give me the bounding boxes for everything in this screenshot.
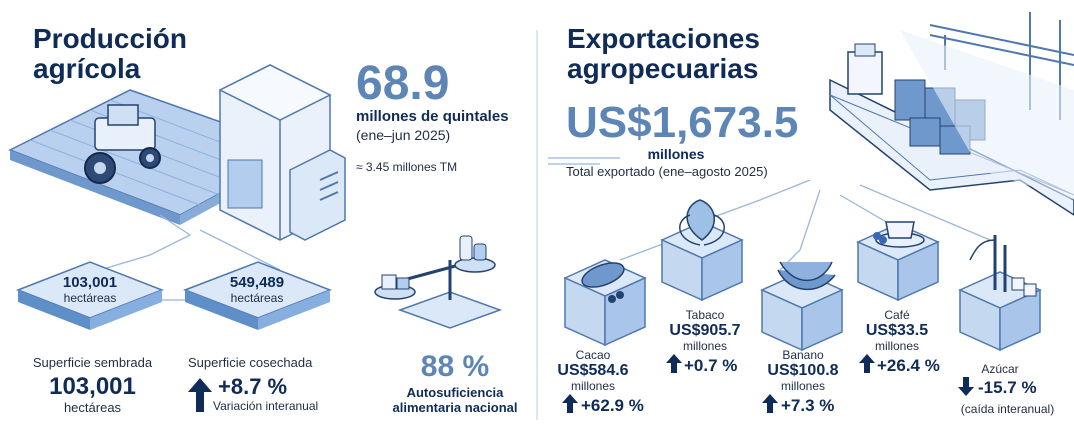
export-unit: millones xyxy=(647,146,705,162)
harvest-label: Superficie cosechada xyxy=(188,355,313,370)
product-change-azucar: -15.7 % xyxy=(978,378,1037,397)
flow-lines-left xyxy=(99,214,281,301)
product-banano: Banano US$100.8 millones xyxy=(758,348,848,393)
sown-value: 103,001 xyxy=(49,373,136,400)
harvest-change-label: Variación interanual xyxy=(213,399,319,413)
product-unit: millones xyxy=(874,339,919,353)
cube-azucar xyxy=(958,235,1042,352)
product-unit: millones xyxy=(682,339,727,353)
left-title: Producción agrícola xyxy=(33,24,187,84)
cube-banano xyxy=(760,261,844,352)
product-change-tabaco: +0.7 % xyxy=(684,356,738,375)
production-period: (ene–jun 2025) xyxy=(356,127,451,143)
cube-tabaco xyxy=(660,199,744,302)
up-arrow-icon xyxy=(859,354,875,373)
right-title-line1: Exportaciones xyxy=(567,23,760,54)
tile1-unit: hectáreas xyxy=(63,291,117,305)
arrow-icons xyxy=(188,354,974,413)
flow-lines-right xyxy=(548,157,991,271)
product-unit: millones xyxy=(780,379,825,393)
tile2-value: 549,489 xyxy=(229,274,285,291)
tractor-icon xyxy=(84,104,161,184)
production-value: 68.9 xyxy=(356,57,450,110)
product-unit: millones xyxy=(570,379,615,393)
up-arrow-icon xyxy=(188,378,212,412)
export-period: Total exportado (ene–agosto 2025) xyxy=(566,164,768,179)
right-title-line2: agropecuarias xyxy=(567,53,759,84)
product-name: Café xyxy=(884,308,910,322)
tile2-unit: hectáreas xyxy=(230,291,284,305)
up-arrow-icon xyxy=(666,354,682,373)
selfsuff-label: Autosuficiencia alimentaria nacional xyxy=(370,385,540,415)
tile-sown-area xyxy=(15,261,165,330)
up-arrow-icon xyxy=(762,394,778,413)
product-value: US$33.5 xyxy=(865,322,929,339)
production-equiv: ≈ 3.45 millones TM xyxy=(356,160,458,174)
export-value: US$1,673.5 xyxy=(566,98,799,147)
product-value: US$100.8 xyxy=(767,362,839,379)
production-unit: millones de quintales xyxy=(356,108,509,125)
product-change-banano: +7.3 % xyxy=(781,396,835,415)
sown-label: Superficie sembrada xyxy=(32,355,153,370)
tile1-label: 103,001 hectáreas xyxy=(40,274,140,305)
product-cafe: Café US$33.5 millones xyxy=(852,308,942,353)
left-title-line2: agrícola xyxy=(33,53,141,84)
tile-harvested-area xyxy=(182,261,333,330)
product-change-cacao: +62.9 % xyxy=(581,396,644,415)
product-change-cafe: +26.4 % xyxy=(877,356,940,375)
selfsuff-label1: Autosuficiencia xyxy=(406,385,504,400)
product-tabaco: Tabaco US$905.7 millones xyxy=(660,308,750,353)
harvest-change: +8.7 % xyxy=(218,374,288,399)
product-value: US$584.6 xyxy=(557,362,629,379)
tile1-value: 103,001 xyxy=(62,274,118,291)
selfsuff-label2: alimentaria nacional xyxy=(392,400,518,415)
product-value: US$905.7 xyxy=(669,322,741,339)
product-azucar-note: (caída interanual) xyxy=(960,402,1055,416)
balance-scale-icon xyxy=(374,235,503,329)
product-name: Banano xyxy=(782,348,824,362)
sown-unit: hectáreas xyxy=(63,400,122,415)
left-title-line1: Producción xyxy=(33,23,188,54)
cube-cacao xyxy=(563,259,647,347)
product-name: Tabaco xyxy=(685,308,725,322)
product-azucar-name: Azúcar xyxy=(981,362,1019,376)
selfsuff-value: 88 % xyxy=(420,350,490,383)
cube-cafe xyxy=(856,221,940,302)
product-cacao: Cacao US$584.6 millones xyxy=(548,348,638,393)
down-arrow-icon xyxy=(958,377,974,396)
product-name: Cacao xyxy=(575,348,611,362)
up-arrow-icon xyxy=(562,394,578,413)
warehouse-icon xyxy=(218,64,346,241)
tile2-label: 549,489 hectáreas xyxy=(207,274,307,305)
right-title: Exportaciones agropecuarias xyxy=(567,24,760,84)
